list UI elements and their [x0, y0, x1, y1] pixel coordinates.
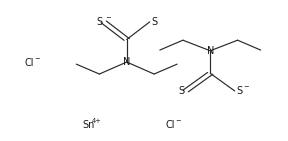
Text: −: −	[105, 15, 111, 21]
Text: S: S	[151, 17, 157, 27]
Text: −: −	[175, 118, 181, 124]
Text: S: S	[178, 86, 184, 96]
Text: −: −	[243, 84, 249, 90]
Text: S: S	[236, 86, 242, 96]
Text: 4+: 4+	[92, 118, 101, 124]
Text: Cl: Cl	[24, 58, 34, 68]
Text: S: S	[96, 17, 102, 27]
Text: Cl: Cl	[166, 120, 175, 130]
Text: N: N	[123, 57, 130, 67]
Text: Sn: Sn	[82, 120, 94, 130]
Text: N: N	[206, 46, 214, 56]
Text: −: −	[34, 56, 39, 62]
